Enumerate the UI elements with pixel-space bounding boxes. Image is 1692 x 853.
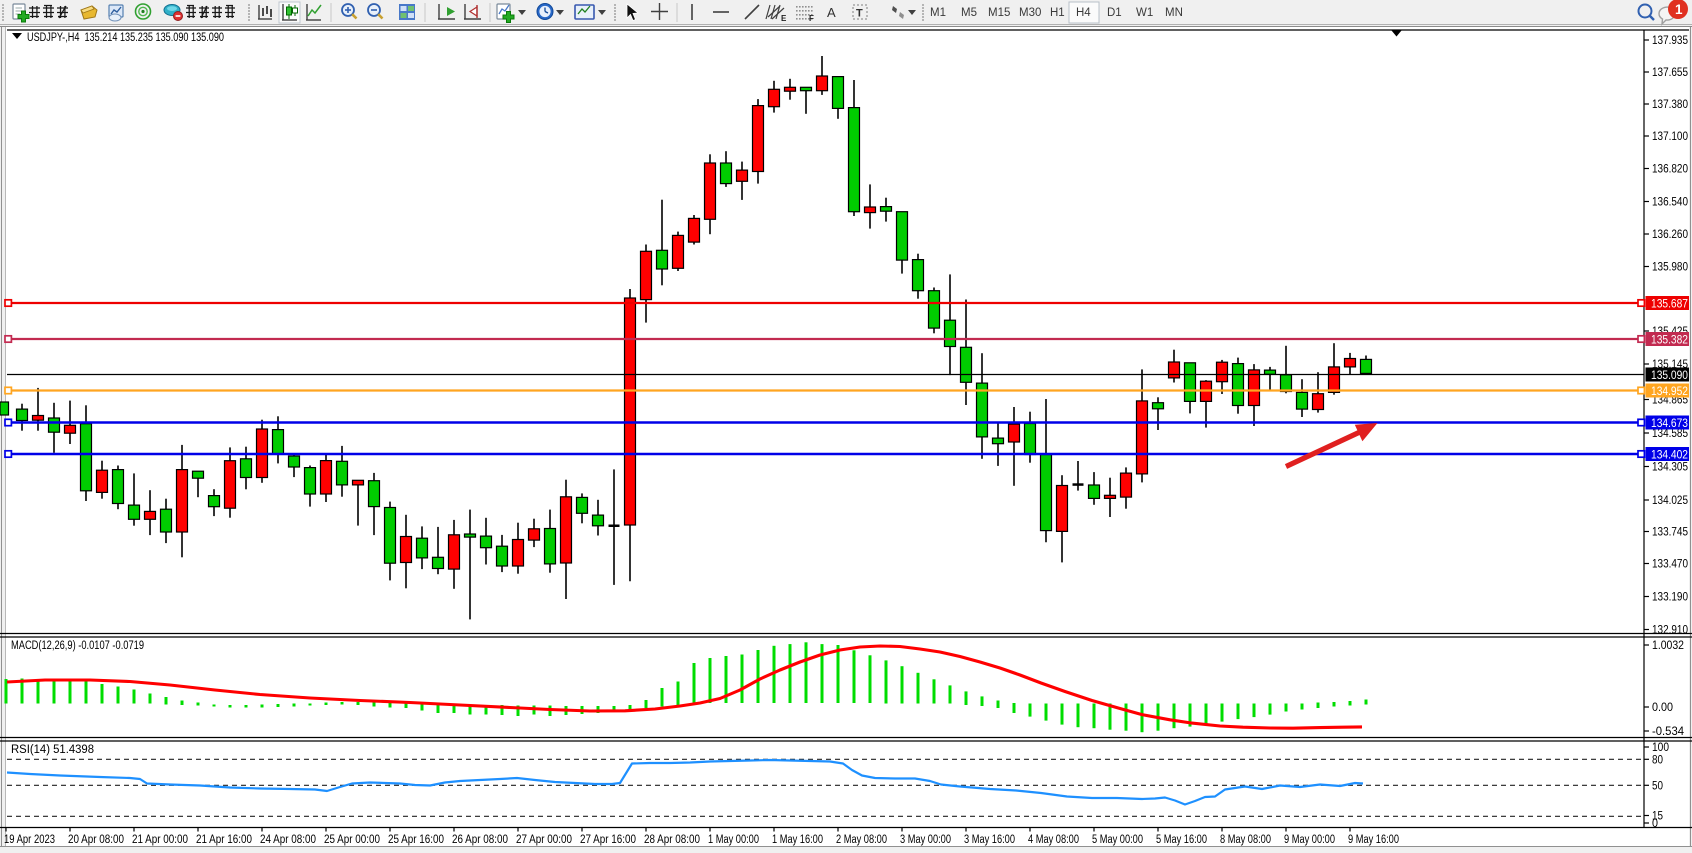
svg-text:24 Apr 08:00: 24 Apr 08:00 [260,834,316,846]
svg-text:27 Apr 00:00: 27 Apr 00:00 [516,834,572,846]
svg-text:3 May 00:00: 3 May 00:00 [900,834,951,846]
svg-text:D1: D1 [1107,7,1122,19]
svg-text:136.260: 136.260 [1652,229,1688,241]
svg-text:1: 1 [1675,2,1683,17]
svg-text:19 Apr 2023: 19 Apr 2023 [4,834,55,846]
svg-text:3 May 16:00: 3 May 16:00 [964,834,1015,846]
svg-text:80: 80 [1652,754,1663,766]
svg-text:MN: MN [1165,7,1183,19]
svg-text:134.585: 134.585 [1652,428,1688,440]
svg-text:A: A [827,5,836,20]
svg-text:137.100: 137.100 [1652,131,1688,143]
svg-text:134.402: 134.402 [1651,450,1688,462]
svg-text:134.952: 134.952 [1651,386,1688,398]
svg-text:25 Apr 16:00: 25 Apr 16:00 [388,834,444,846]
svg-text:1.0032: 1.0032 [1652,640,1684,652]
svg-text:133.190: 133.190 [1652,592,1688,604]
svg-text:135.090: 135.090 [1651,370,1688,382]
svg-text:5 May 00:00: 5 May 00:00 [1092,834,1143,846]
svg-text:W1: W1 [1136,7,1153,19]
svg-text:M30: M30 [1019,7,1041,19]
svg-text:4 May 08:00: 4 May 08:00 [1028,834,1079,846]
svg-text:100: 100 [1652,742,1669,754]
svg-text:9 May 16:00: 9 May 16:00 [1348,834,1399,846]
svg-text:27 Apr 16:00: 27 Apr 16:00 [580,834,636,846]
svg-text:USDJPY-,H4 135.214 135.235 13: USDJPY-,H4 135.214 135.235 135.090 135.0… [27,32,224,44]
svg-text:H4: H4 [1076,7,1091,19]
svg-text:1 May 00:00: 1 May 00:00 [708,834,759,846]
svg-text:T: T [856,8,863,20]
svg-text:8 May 08:00: 8 May 08:00 [1220,834,1271,846]
svg-text:137.380: 137.380 [1652,99,1688,111]
svg-text:M15: M15 [988,7,1010,19]
svg-text:1 May 16:00: 1 May 16:00 [772,834,823,846]
svg-text:RSI(14) 51.4398: RSI(14) 51.4398 [11,744,94,756]
svg-text:135.980: 135.980 [1652,262,1688,274]
svg-text:F: F [809,14,814,23]
svg-text:15: 15 [1652,811,1663,823]
svg-text:137.935: 137.935 [1652,35,1688,47]
svg-text:-0.534: -0.534 [1652,726,1685,738]
svg-text:135.687: 135.687 [1651,299,1688,311]
svg-text:M1: M1 [930,7,946,19]
svg-text:2 May 08:00: 2 May 08:00 [836,834,887,846]
svg-text:MACD(12,26,9) -0.0107 -0.0719: MACD(12,26,9) -0.0107 -0.0719 [11,640,144,652]
svg-text:134.673: 134.673 [1651,418,1688,430]
svg-text:136.540: 136.540 [1652,197,1688,209]
svg-text:9 May 00:00: 9 May 00:00 [1284,834,1335,846]
svg-text:0: 0 [1652,818,1658,830]
svg-text:E: E [781,14,787,23]
svg-text:134.305: 134.305 [1652,462,1688,474]
svg-text:0.00: 0.00 [1652,702,1673,714]
svg-text:50: 50 [1652,780,1663,792]
svg-text:26 Apr 08:00: 26 Apr 08:00 [452,834,508,846]
svg-text:136.820: 136.820 [1652,164,1688,176]
svg-text:133.470: 133.470 [1652,559,1688,571]
svg-text:133.745: 133.745 [1652,527,1688,539]
svg-text:M5: M5 [961,7,977,19]
svg-text:5 May 16:00: 5 May 16:00 [1156,834,1207,846]
svg-text:135.382: 135.382 [1651,335,1688,347]
svg-text:20 Apr 08:00: 20 Apr 08:00 [68,834,124,846]
svg-text:28 Apr 08:00: 28 Apr 08:00 [644,834,700,846]
svg-text:132.910: 132.910 [1652,625,1688,637]
svg-text:137.655: 137.655 [1652,67,1688,79]
svg-text:21 Apr 16:00: 21 Apr 16:00 [196,834,252,846]
svg-text:134.025: 134.025 [1652,495,1688,507]
svg-text:21 Apr 00:00: 21 Apr 00:00 [132,834,188,846]
svg-text:25 Apr 00:00: 25 Apr 00:00 [324,834,380,846]
svg-text:H1: H1 [1050,7,1065,19]
